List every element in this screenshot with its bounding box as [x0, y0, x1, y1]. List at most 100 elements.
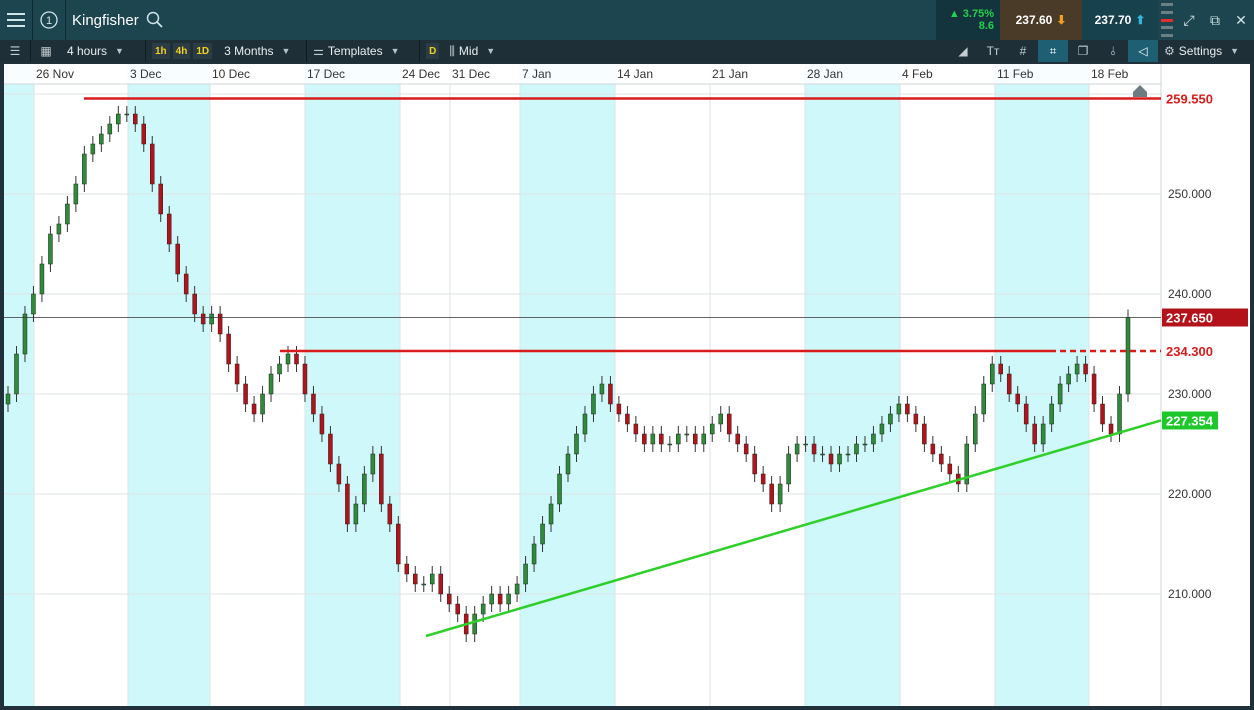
info-circle-icon[interactable]: 1 — [33, 0, 65, 40]
up-candle — [676, 433, 681, 445]
down-candle — [328, 433, 333, 465]
tag-icon[interactable]: ◁ — [1128, 40, 1158, 62]
date-axis-label: 21 Jan — [712, 67, 748, 81]
interval-4h-button[interactable]: 4h — [172, 43, 191, 59]
down-candle — [243, 383, 248, 405]
up-candle — [480, 603, 486, 615]
indicator-icon[interactable]: ⫰ — [1110, 43, 1116, 58]
down-candle — [1091, 373, 1097, 405]
down-candle — [1032, 423, 1037, 445]
up-candle — [489, 593, 494, 605]
up-candle — [48, 233, 53, 265]
price-type-select[interactable]: D ⫼ Mid ▼ — [420, 40, 514, 62]
expand-icon[interactable]: ⤢ — [1183, 11, 1195, 28]
sell-price-button[interactable]: 237.60 ⬇ — [1000, 0, 1082, 40]
date-axis-label: 14 Jan — [617, 67, 653, 81]
change-points: 8.6 — [978, 20, 994, 32]
menu-icon[interactable] — [0, 0, 32, 40]
up-candle — [981, 383, 987, 415]
change-percent: ▲ 3.75% — [948, 8, 994, 20]
up-candle — [39, 263, 45, 295]
buy-price-button[interactable]: 237.70 ⬆ — [1082, 0, 1158, 40]
up-candle — [31, 293, 36, 315]
down-candle — [769, 483, 774, 505]
down-candle — [379, 453, 384, 505]
chart-canvas[interactable]: 26 Nov 3 Dec 10 Dec 17 Dec 24 Dec 31 Dec 7 Jan… — [4, 64, 1250, 706]
down-candle — [743, 443, 749, 455]
up-candle — [506, 593, 511, 605]
up-candle — [718, 413, 723, 425]
divider — [419, 40, 421, 62]
up-candle — [429, 573, 435, 585]
down-candle — [726, 413, 732, 435]
price-chart[interactable]: 26 Nov 3 Dec 10 Dec 17 Dec 24 Dec 31 Dec 7 Jan… — [4, 64, 1250, 706]
grid-icon[interactable]: # — [1019, 44, 1027, 58]
down-candle — [1108, 423, 1114, 435]
down-candle — [998, 363, 1003, 375]
up-candle — [90, 143, 96, 155]
up-candle — [794, 443, 800, 455]
weekend-band — [520, 64, 615, 706]
gear-icon: ⚙ — [1164, 44, 1175, 58]
interval-1h-button[interactable]: 1h — [152, 43, 170, 59]
range-select[interactable]: 3 Months ▼ — [218, 40, 306, 62]
down-candle — [183, 273, 189, 295]
down-candle — [947, 463, 953, 475]
divider — [145, 40, 146, 62]
interval-1d-button[interactable]: 1D — [193, 43, 213, 59]
support-price-label: 227.354 — [1166, 413, 1214, 428]
down-candle — [1015, 393, 1020, 405]
down-candle — [913, 413, 919, 425]
date-axis-label: 10 Dec — [212, 67, 250, 81]
popout-icon[interactable]: ⧉ — [1210, 11, 1220, 28]
up-candle — [14, 353, 19, 395]
templates-select[interactable]: ⚌ Templates ▼ — [307, 40, 419, 62]
crosshair-icon[interactable]: ⌗ — [1038, 40, 1068, 62]
up-candle — [591, 393, 596, 415]
price-axis-label: 250.000 — [1168, 187, 1212, 201]
down-candle — [1006, 373, 1012, 395]
up-candle — [845, 453, 851, 456]
up-candle — [709, 423, 715, 435]
price-axis-label: 210.000 — [1168, 587, 1212, 601]
support-price-label-bg — [1162, 411, 1218, 430]
price-axis-label: 220.000 — [1168, 487, 1212, 501]
up-candle — [1049, 403, 1054, 425]
price-type-value: Mid — [458, 44, 479, 58]
text-size-icon[interactable]: Tт — [986, 44, 1000, 58]
interval-select[interactable]: 4 hours ▼ — [61, 40, 145, 62]
down-candle — [446, 593, 452, 605]
down-candle — [149, 143, 155, 185]
up-candle — [82, 153, 87, 185]
date-axis-label: 31 Dec — [452, 67, 490, 81]
divider — [65, 0, 66, 40]
list-icon[interactable]: ☰ — [9, 44, 21, 58]
chart-toolbar: ☰ ▦ 4 hours ▼ 1h 4h 1D 3 Months ▼ ⚌ Temp… — [0, 40, 1254, 62]
up-candle — [285, 353, 291, 365]
settings-button[interactable]: ⚙ Settings ▼ — [1158, 40, 1254, 62]
weekend-band — [805, 64, 900, 706]
copy-icon[interactable]: ❐ — [1077, 44, 1089, 58]
down-candle — [922, 423, 927, 445]
buy-price: 237.70 — [1094, 13, 1132, 27]
up-candle — [22, 313, 28, 355]
up-candle — [65, 203, 70, 225]
interval-value: 4 hours — [67, 44, 108, 58]
settings-label: Settings — [1178, 44, 1223, 58]
resistance-price-label-bg — [1162, 89, 1218, 108]
range-value: 3 Months — [224, 44, 274, 58]
down-candle — [226, 333, 231, 365]
close-icon[interactable]: ✕ — [1235, 11, 1247, 28]
up-candle — [582, 413, 588, 435]
down-candle — [693, 433, 698, 445]
current-price-label-bg — [1162, 308, 1248, 327]
up-candle — [370, 453, 376, 475]
search-icon[interactable] — [145, 10, 165, 30]
templates-icon: ⚌ — [313, 44, 324, 58]
down-candle — [760, 473, 766, 485]
chevron-down-icon: ▼ — [1230, 46, 1240, 56]
layout-grid-icon[interactable]: ▦ — [40, 44, 52, 58]
home-icon[interactable] — [1133, 85, 1147, 97]
draw-line-icon[interactable]: ◢ — [958, 44, 968, 58]
